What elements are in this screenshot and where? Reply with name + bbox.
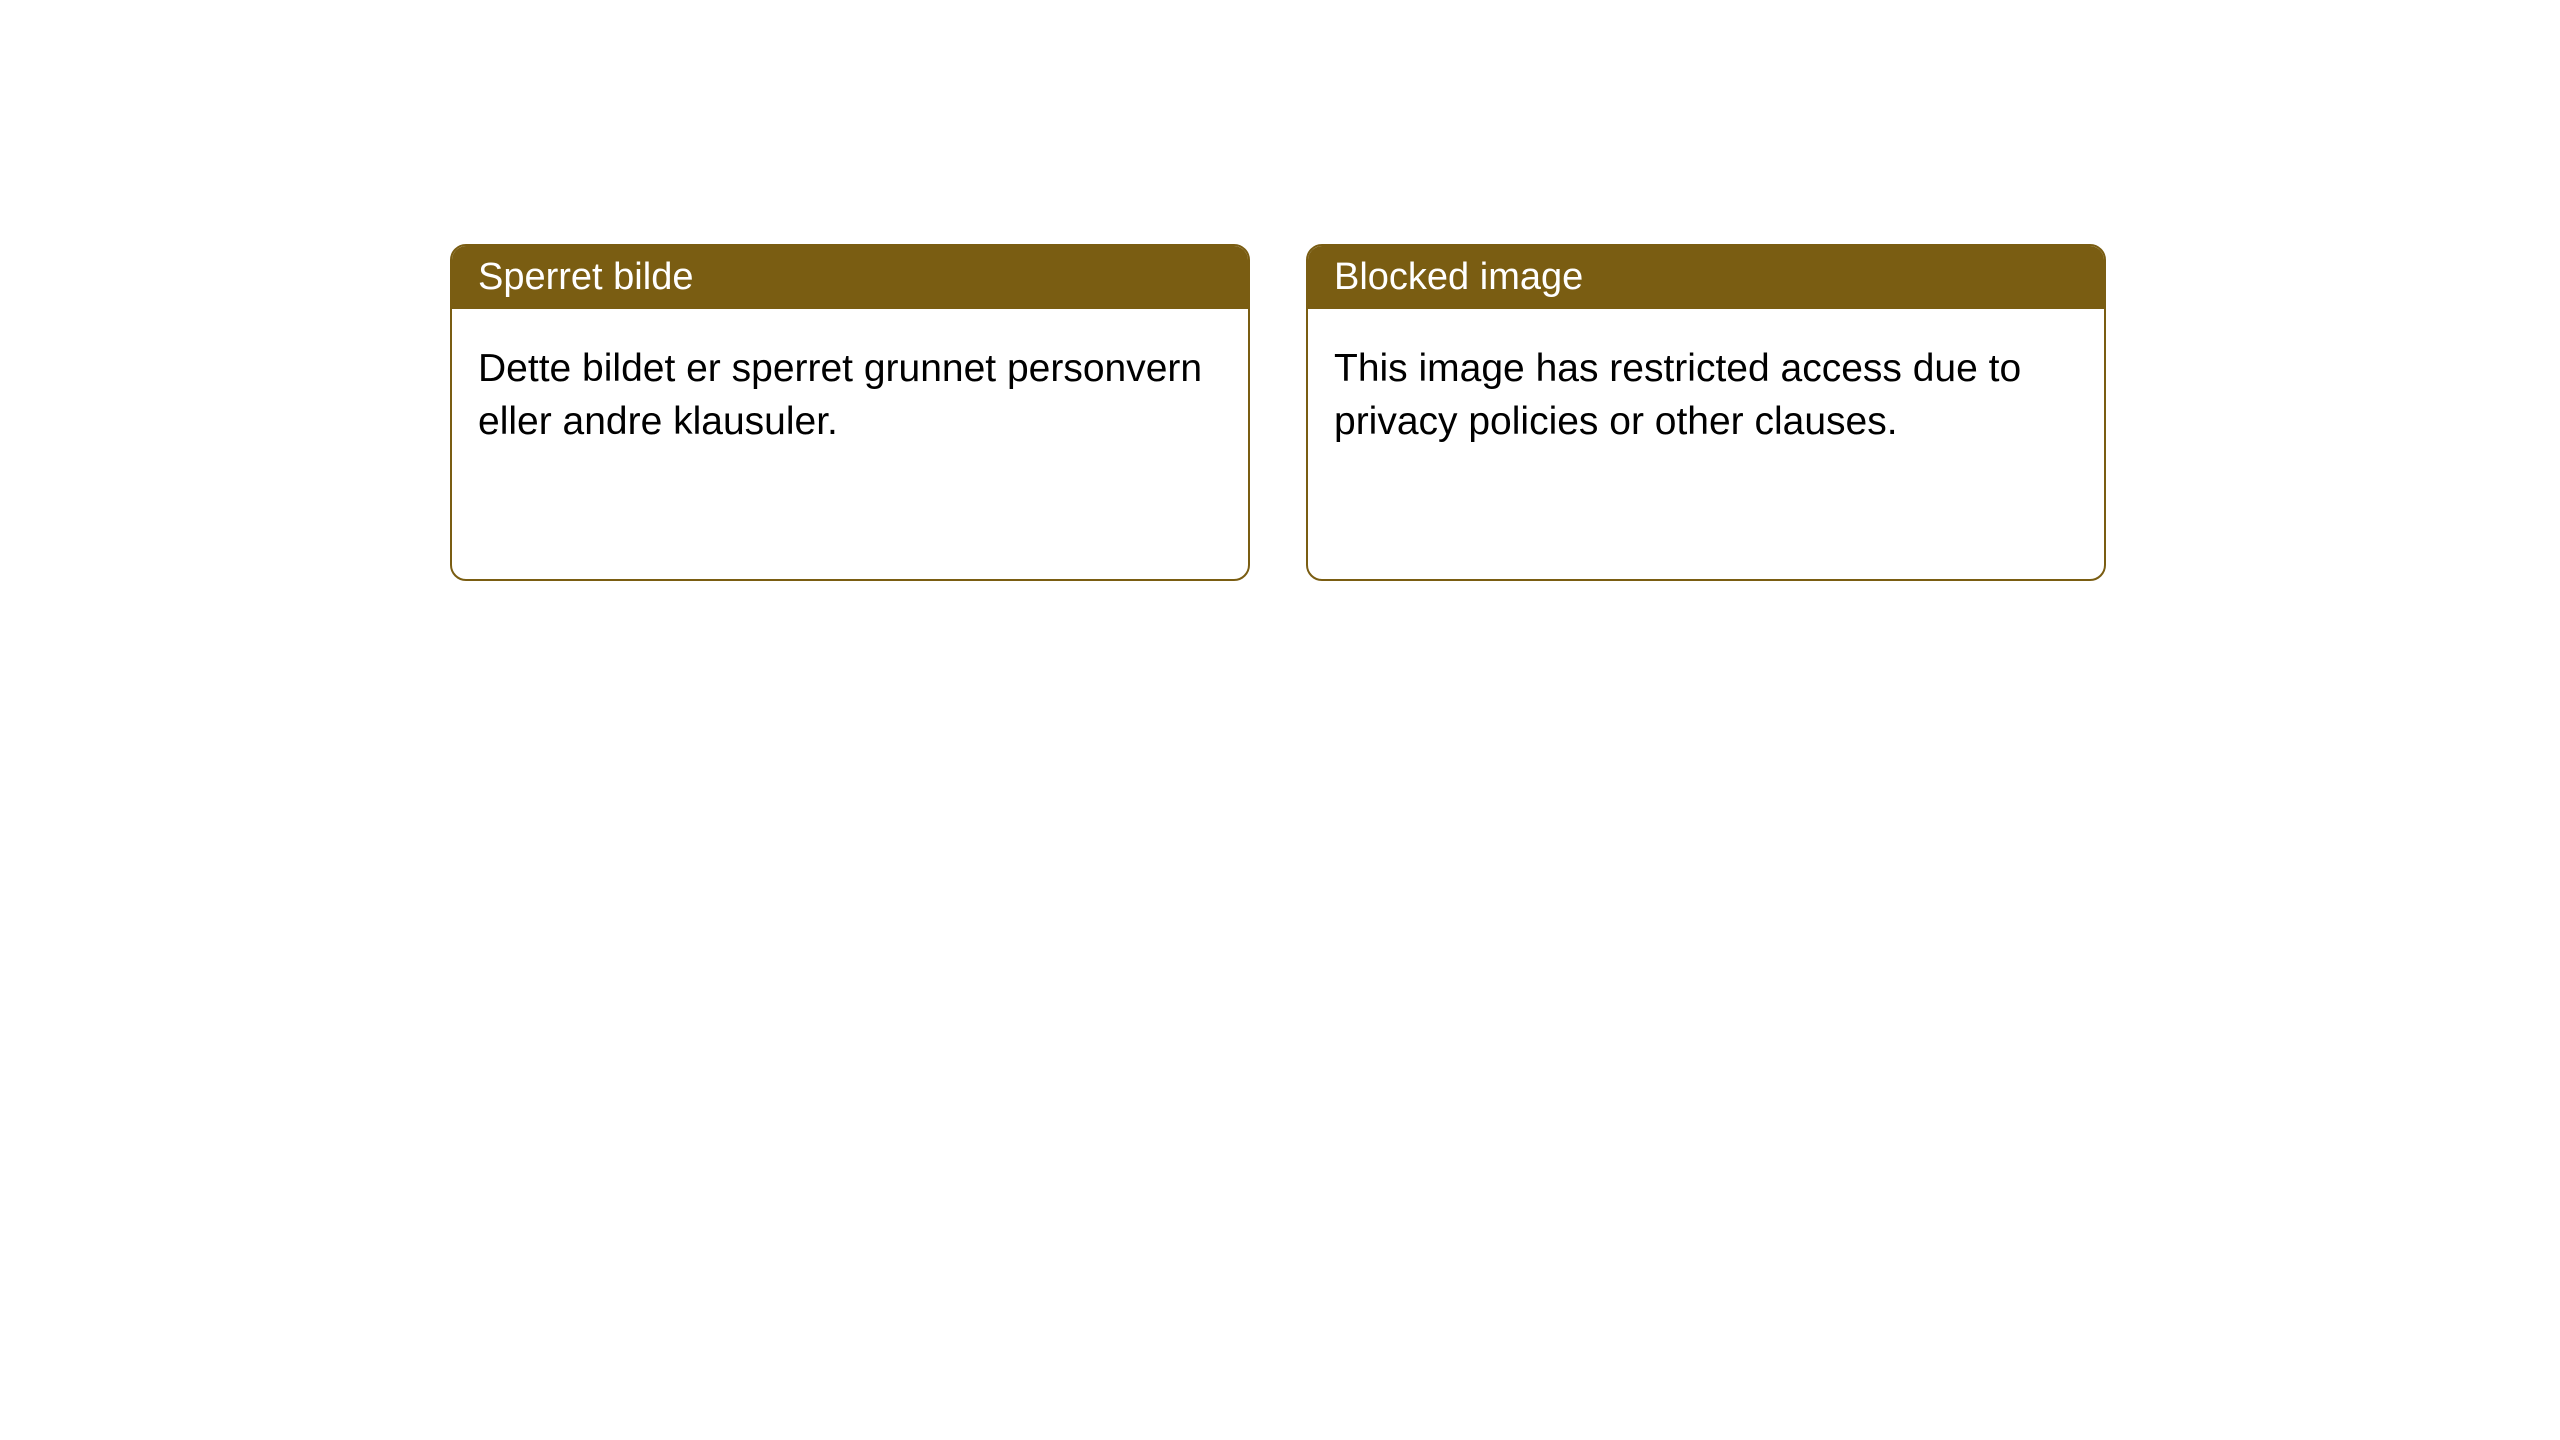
card-title: Sperret bilde [478, 256, 693, 298]
notice-cards-container: Sperret bilde Dette bildet er sperret gr… [450, 244, 2106, 581]
card-body-text: This image has restricted access due to … [1334, 347, 2021, 443]
card-body: Dette bildet er sperret grunnet personve… [452, 309, 1248, 579]
card-header: Sperret bilde [452, 246, 1248, 309]
notice-card-norwegian: Sperret bilde Dette bildet er sperret gr… [450, 244, 1250, 581]
card-header: Blocked image [1308, 246, 2104, 309]
card-body-text: Dette bildet er sperret grunnet personve… [478, 347, 1202, 443]
notice-card-english: Blocked image This image has restricted … [1306, 244, 2106, 581]
card-title: Blocked image [1334, 256, 1583, 298]
card-body: This image has restricted access due to … [1308, 309, 2104, 579]
